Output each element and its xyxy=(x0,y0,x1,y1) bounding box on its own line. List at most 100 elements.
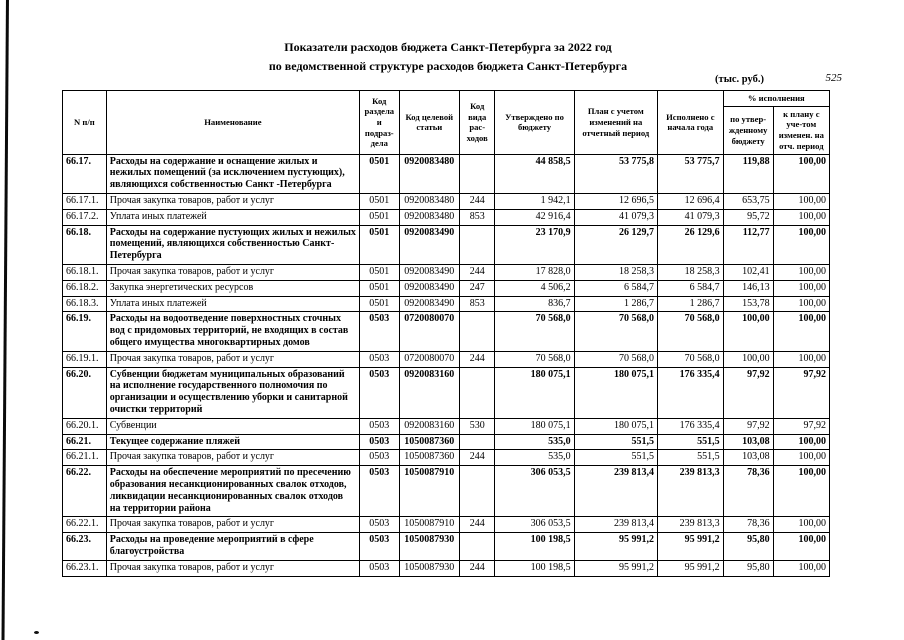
cell-target: 0920083490 xyxy=(398,264,461,281)
cell-executed: 176 335,4 xyxy=(656,417,724,435)
cell-razdel: 0501 xyxy=(358,279,400,297)
cell-razdel: 0503 xyxy=(358,366,400,419)
cell-approved: 70 568,0 xyxy=(494,350,575,368)
cell-num: 66.22. xyxy=(62,465,107,518)
table-row: 66.18.3. Уплата иных платежей 0501 09200834… xyxy=(62,295,831,313)
cell-approved: 306 053,5 xyxy=(494,516,575,534)
cell-vid xyxy=(459,153,496,195)
table-row: 66.18.1. Прочая закупка товаров, работ и … xyxy=(62,264,831,281)
table-row: 66.20. Субвенции бюджетам муниципальных о… xyxy=(62,366,831,419)
cell-approved: 306 053,5 xyxy=(494,465,575,518)
cell-target: 0920083160 xyxy=(398,366,461,419)
cell-num: 66.20.1. xyxy=(62,417,107,435)
table-body: 66.17. Расходы на содержание и оснащение … xyxy=(62,153,831,577)
table-row: 66.19.1. Прочая закупка товаров, работ и … xyxy=(62,350,831,368)
cell-vid xyxy=(459,532,496,561)
cell-plan: 551,5 xyxy=(573,433,658,451)
cell-target: 0920083490 xyxy=(398,224,461,266)
cell-razdel: 0503 xyxy=(358,465,400,518)
cell-razdel: 0501 xyxy=(358,193,400,210)
cell-num: 66.18. xyxy=(62,224,107,266)
header-executed: Исполнено с начала года xyxy=(656,90,724,155)
cell-pct_plan: 100,00 xyxy=(772,559,831,577)
cell-pct_plan: 100,00 xyxy=(772,153,831,195)
cell-executed: 41 079,3 xyxy=(656,208,724,226)
header-percent-group: % исполнения xyxy=(722,90,831,107)
cell-executed: 70 568,0 xyxy=(656,311,724,352)
table-row: 66.22. Расходы на обеспечение мероприятий… xyxy=(62,465,831,518)
cell-pct_budget: 78,36 xyxy=(722,516,774,534)
header-vid-code: Код вида рас-ходов xyxy=(459,90,496,155)
cell-vid: 244 xyxy=(459,350,496,368)
cell-executed: 239 813,3 xyxy=(656,516,724,534)
cell-executed: 551,5 xyxy=(656,449,724,467)
cell-plan: 70 568,0 xyxy=(573,350,658,368)
cell-pct_plan: 100,00 xyxy=(772,532,831,561)
page-number: 525 xyxy=(825,72,843,84)
cell-target: 0920083160 xyxy=(398,417,461,435)
cell-pct_budget: 119,88 xyxy=(722,153,774,195)
cell-name: Уплата иных платежей xyxy=(105,295,360,313)
cell-plan: 551,5 xyxy=(573,449,658,467)
cell-pct_budget: 112,77 xyxy=(722,224,774,266)
cell-razdel: 0503 xyxy=(358,449,400,467)
cell-plan: 180 075,1 xyxy=(573,366,658,419)
cell-pct_budget: 102,41 xyxy=(722,264,774,281)
table-row: 66.18. Расходы на содержание пустующих жи… xyxy=(62,224,831,266)
cell-num: 66.21.1. xyxy=(62,449,107,467)
cell-num: 66.17.2. xyxy=(62,208,107,226)
cell-approved: 70 568,0 xyxy=(494,311,575,352)
cell-pct_plan: 100,00 xyxy=(772,193,831,210)
cell-approved: 100 198,5 xyxy=(494,532,575,561)
cell-num: 66.19. xyxy=(62,311,107,352)
cell-pct_plan: 97,92 xyxy=(772,366,831,419)
cell-pct_budget: 95,80 xyxy=(722,559,774,577)
cell-target: 1050087360 xyxy=(398,433,461,451)
cell-vid: 530 xyxy=(459,417,496,435)
cell-pct_plan: 100,00 xyxy=(772,208,831,226)
cell-plan: 6 584,7 xyxy=(573,279,658,297)
cell-name: Прочая закупка товаров, работ и услуг xyxy=(105,264,360,281)
table-row: 66.17. Расходы на содержание и оснащение … xyxy=(62,153,831,195)
cell-pct_plan: 100,00 xyxy=(772,449,831,467)
cell-num: 66.20. xyxy=(62,366,107,419)
cell-num: 66.21. xyxy=(62,433,107,451)
table-row: 66.19. Расходы на водоотведение поверхнос… xyxy=(62,311,831,352)
cell-pct_plan: 100,00 xyxy=(772,433,831,451)
cell-pct_budget: 95,80 xyxy=(722,532,774,561)
cell-executed: 551,5 xyxy=(656,433,724,451)
cell-approved: 44 858,5 xyxy=(494,153,575,195)
cell-pct_budget: 153,78 xyxy=(722,295,774,313)
cell-num: 66.19.1. xyxy=(62,350,107,368)
table-row: 66.17.1. Прочая закупка товаров, работ и … xyxy=(62,193,831,210)
cell-vid xyxy=(459,224,496,266)
cell-plan: 70 568,0 xyxy=(573,311,658,352)
cell-plan: 239 813,4 xyxy=(573,516,658,534)
cell-pct_budget: 97,92 xyxy=(722,417,774,435)
cell-name: Уплата иных платежей xyxy=(105,208,360,226)
cell-executed: 53 775,7 xyxy=(656,153,724,195)
cell-razdel: 0501 xyxy=(358,153,400,195)
cell-vid: 244 xyxy=(459,449,496,467)
cell-num: 66.22.1. xyxy=(62,516,107,534)
cell-executed: 70 568,0 xyxy=(656,350,724,368)
cell-vid xyxy=(459,311,496,352)
cell-razdel: 0503 xyxy=(358,516,400,534)
table-row: 66.23.1. Прочая закупка товаров, работ и … xyxy=(62,559,831,577)
table-row: 66.20.1. Субвенции 0503 0920083160 530 180 07… xyxy=(62,417,831,435)
cell-razdel: 0503 xyxy=(358,350,400,368)
cell-pct_budget: 78,36 xyxy=(722,465,774,518)
cell-target: 1050087930 xyxy=(398,559,461,577)
cell-plan: 41 079,3 xyxy=(573,208,658,226)
cell-vid: 244 xyxy=(459,264,496,281)
cell-name: Прочая закупка товаров, работ и услуг xyxy=(105,516,360,534)
cell-target: 1050087910 xyxy=(398,465,461,518)
cell-plan: 239 813,4 xyxy=(573,465,658,518)
cell-approved: 535,0 xyxy=(494,433,575,451)
cell-razdel: 0501 xyxy=(358,224,400,266)
cell-name: Расходы на содержание и оснащение жилых … xyxy=(105,153,360,195)
cell-executed: 239 813,3 xyxy=(656,465,724,518)
cell-num: 66.23. xyxy=(62,532,107,561)
cell-target: 0720080070 xyxy=(398,350,461,368)
cell-razdel: 0501 xyxy=(358,208,400,226)
